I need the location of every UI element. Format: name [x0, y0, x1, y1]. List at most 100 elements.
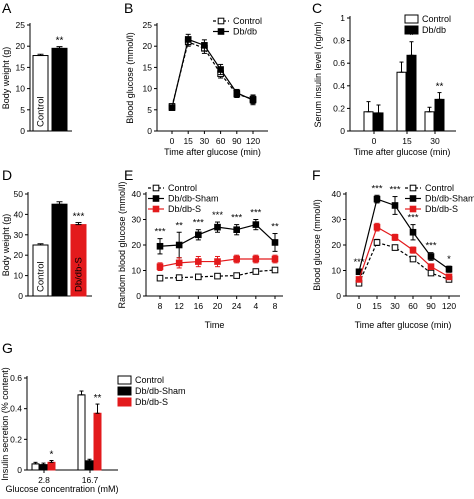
significance-marker: **	[271, 222, 279, 233]
y-tick-label: 20	[332, 240, 342, 250]
data-point	[214, 258, 221, 265]
bar	[47, 461, 56, 471]
y-tick-label: 0	[18, 291, 23, 301]
panel-label: D	[2, 167, 12, 183]
data-point	[391, 244, 399, 251]
data-point	[409, 246, 417, 254]
data-point	[195, 273, 202, 281]
y-tick-label: 0.6	[333, 58, 345, 68]
data-point	[391, 234, 399, 241]
bar-category-label: Control	[36, 261, 47, 292]
significance-marker: ***	[250, 208, 261, 219]
x-tick-label: 90	[426, 301, 436, 311]
y-tick-label: 0.4	[333, 81, 345, 91]
significance-marker: **	[175, 220, 183, 231]
y-axis-label: Blood glucose (mmol/l)	[125, 32, 135, 124]
y-axis-label: Serum insulin level (ng/ml)	[313, 21, 323, 127]
data-point	[355, 276, 363, 283]
data-point	[184, 36, 192, 43]
data-point	[249, 96, 257, 104]
data-point	[217, 66, 224, 73]
data-point	[152, 195, 160, 202]
x-tick-label: 8	[158, 301, 163, 311]
y-tick-label: 0.4	[10, 404, 22, 414]
data-point	[271, 239, 279, 246]
bar-category-label: Control	[36, 96, 47, 127]
y-tick-label: 40	[332, 189, 342, 199]
x-tick-label: 24	[232, 301, 242, 311]
data-point	[175, 241, 183, 249]
data-point	[152, 184, 160, 192]
x-tick-label: 15	[372, 301, 382, 311]
legend-label: Db/db-S	[425, 204, 458, 214]
data-point	[168, 104, 176, 111]
data-point	[252, 268, 260, 275]
legend-label: Control	[168, 183, 197, 193]
data-point	[152, 205, 160, 213]
bar	[77, 394, 86, 471]
bar	[85, 460, 94, 471]
data-point	[409, 228, 417, 236]
data-point	[427, 263, 435, 270]
x-tick-label: 30	[430, 136, 440, 146]
y-tick-label: 15	[143, 62, 153, 72]
y-axis-label: Body weight (g)	[1, 47, 11, 110]
y-axis-label: Random blood glucose (mmol/l)	[117, 181, 127, 308]
x-tick-label: 15	[402, 136, 412, 146]
y-tick-label: 1	[340, 13, 345, 23]
x-axis-label: Time	[205, 320, 225, 330]
x-tick-label: 30	[390, 301, 400, 311]
y-tick-label: 10	[14, 271, 24, 281]
legend-label: Db/db-S	[135, 397, 168, 407]
data-point	[195, 231, 202, 239]
y-tick-label: 30	[132, 215, 142, 225]
y-tick-label: 40	[132, 189, 142, 199]
panel-label: B	[124, 0, 133, 16]
bar	[363, 111, 374, 132]
y-tick-label: 15	[16, 62, 26, 72]
y-tick-label: 5	[20, 105, 25, 115]
data-point	[373, 239, 381, 246]
x-axis-label: Time after glucose (min)	[164, 147, 261, 157]
x-tick-label: 30	[200, 136, 210, 146]
data-point	[445, 265, 453, 273]
y-axis-label: Insulin secretion (% content)	[0, 367, 10, 481]
data-point	[175, 259, 183, 267]
bar-category-label: Db/db-Sham	[55, 239, 66, 292]
y-tick-label: 0.8	[333, 36, 345, 46]
data-point	[156, 263, 164, 270]
significance-marker: ***	[353, 257, 364, 268]
data-point	[391, 202, 399, 209]
data-point	[445, 273, 453, 281]
data-point	[271, 255, 279, 263]
significance-marker: ***	[371, 183, 382, 194]
bar	[39, 464, 48, 471]
y-tick-label: 0.6	[10, 373, 22, 383]
y-tick-label: 0	[17, 465, 22, 475]
significance-marker: **	[436, 82, 444, 93]
data-point	[373, 195, 381, 203]
x-tick-label: 20	[213, 301, 223, 311]
y-tick-label: 20	[14, 250, 24, 260]
y-tick-label: 25	[16, 20, 26, 30]
data-point	[271, 266, 279, 274]
legend-label: Db/db-Sham	[135, 386, 186, 396]
x-tick-label: 90	[232, 136, 242, 146]
y-tick-label: 10	[16, 84, 26, 94]
y-tick-label: 0	[336, 291, 341, 301]
legend-label: Control	[422, 14, 451, 24]
y-tick-label: 25	[143, 20, 153, 30]
data-point	[233, 226, 240, 233]
x-axis-label: Time after glucose (min)	[355, 320, 452, 330]
x-tick-label: 0	[357, 301, 362, 311]
legend-label: Db/db-Sham	[425, 194, 474, 204]
series-line	[171, 41, 254, 107]
significance-marker: ***	[154, 227, 165, 238]
data-point	[233, 255, 240, 263]
y-tick-label: 0	[20, 126, 25, 136]
data-point	[195, 258, 202, 265]
y-tick-label: 20	[132, 240, 142, 250]
series-line	[171, 38, 254, 108]
y-tick-label: 30	[332, 215, 342, 225]
